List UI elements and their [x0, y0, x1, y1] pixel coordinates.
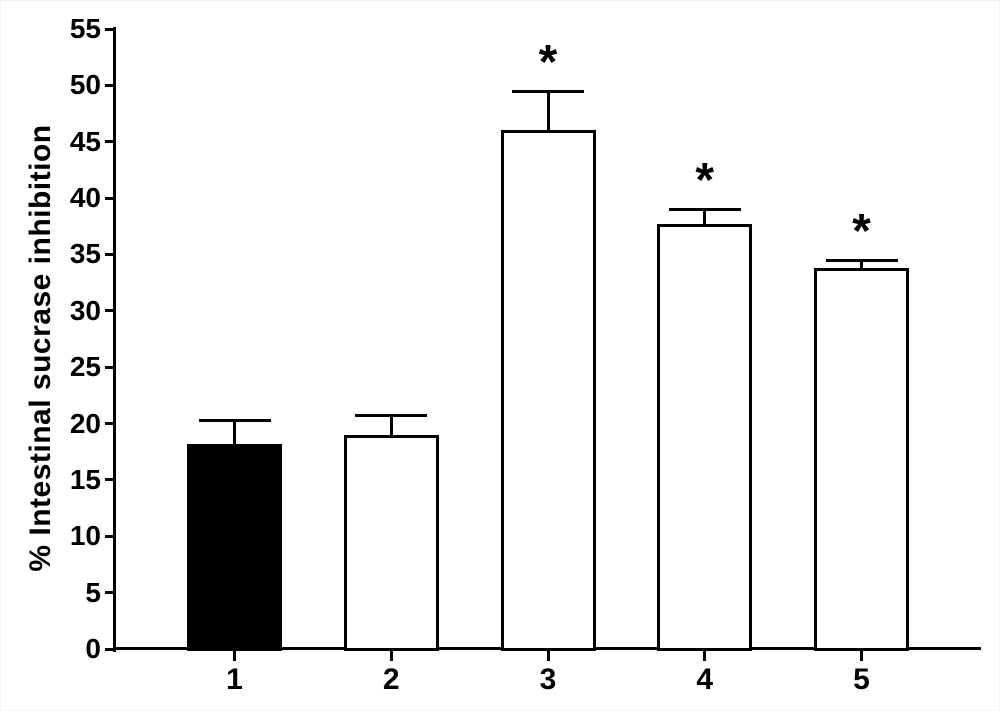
y-tick-label: 35: [69, 238, 101, 270]
significance-asterisk: *: [695, 154, 715, 208]
significance-asterisk: *: [538, 36, 558, 89]
y-tick-label: 40: [69, 182, 101, 214]
y-tick-label: 25: [69, 351, 101, 383]
error-bar-line: [860, 260, 863, 268]
y-tick-label: 50: [69, 69, 101, 101]
y-tick: [105, 591, 113, 595]
y-tick: [105, 647, 113, 651]
x-tick-label: 5: [853, 663, 870, 696]
error-bar-cap: [668, 207, 741, 211]
y-tick-label: 45: [69, 125, 101, 157]
y-tick: [105, 252, 113, 256]
error-bar-cap: [512, 89, 584, 93]
error-bar-line: [389, 415, 393, 435]
error-bar-line: [546, 91, 550, 131]
bar: [500, 130, 596, 651]
x-tick: [546, 650, 550, 661]
y-tick: [105, 422, 113, 426]
error-bar-cap: [825, 258, 898, 262]
y-tick-label: 55: [69, 13, 101, 44]
error-bar-cap: [198, 418, 271, 422]
bar: [814, 267, 909, 651]
y-tick: [105, 27, 113, 31]
bar: [343, 434, 439, 651]
error-bar-cap: [355, 414, 428, 418]
y-tick-label: 5: [85, 576, 101, 608]
bar: [187, 443, 282, 651]
error-bar-line: [703, 209, 707, 224]
y-tick: [105, 83, 113, 87]
y-tick: [105, 365, 113, 369]
x-tick: [860, 650, 863, 661]
x-tick: [233, 650, 236, 661]
x-tick-label: 1: [226, 663, 243, 696]
y-tick: [105, 196, 113, 200]
x-tick: [703, 650, 707, 661]
x-tick-label: 2: [382, 663, 400, 696]
bar: [657, 224, 753, 651]
x-tick-label: 3: [539, 663, 557, 696]
y-tick: [105, 534, 113, 538]
x-tick-label: 4: [696, 663, 714, 696]
error-bar-line: [233, 420, 236, 444]
y-tick: [105, 309, 113, 313]
y-tick-label: 30: [69, 294, 101, 326]
y-tick-label: 15: [69, 463, 101, 495]
y-tick-label: 10: [69, 520, 101, 552]
significance-asterisk: *: [852, 205, 871, 259]
y-tick-label: 20: [69, 407, 101, 439]
y-axis-line: [113, 27, 116, 652]
x-tick: [389, 650, 393, 661]
y-tick: [105, 140, 113, 144]
y-tick-label: 0: [85, 633, 101, 664]
y-tick: [105, 478, 113, 482]
